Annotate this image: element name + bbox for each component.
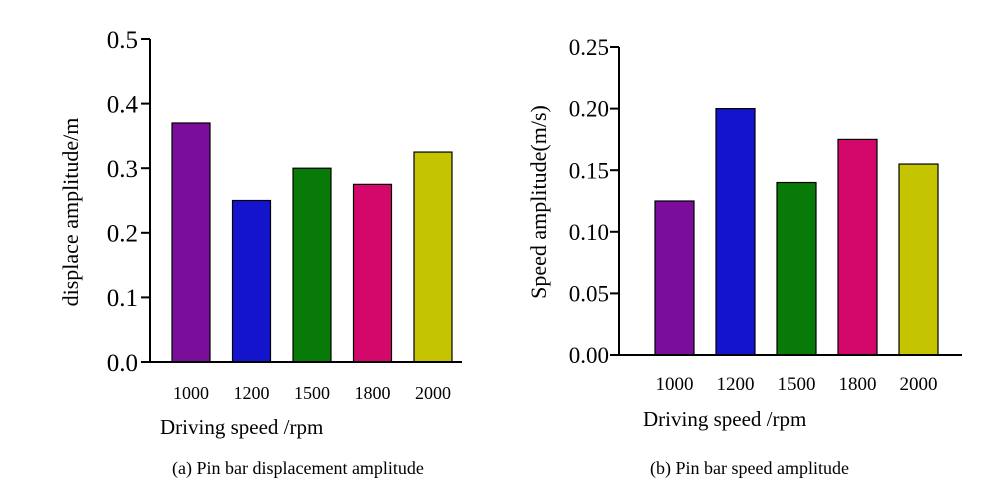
y-axis-label-b: Speed amplitude(m/s): [526, 105, 551, 299]
y-tick-label-b-4: 0.20: [569, 97, 609, 122]
y-tick-label-b-5: 0.25: [569, 35, 609, 60]
caption-a: (a) Pin bar displacement amplitude: [172, 458, 424, 478]
displacement-chart: 1000 1200 1500 1800 2000 0.0 0.1 0.2 0.3 0.4 0.5 Dr…: [58, 27, 462, 439]
y-tick-label-b-3: 0.15: [569, 158, 609, 183]
y-tick-label-b-1: 0.05: [569, 281, 609, 306]
x-tick-label-b-1000: 1000: [656, 374, 694, 395]
x-tick-label-b-1800: 1800: [839, 374, 877, 395]
bar-a-1200: [231, 199, 272, 363]
x-tick-label-a-1200: 1200: [234, 383, 270, 403]
y-tick-label-a-5: 0.5: [107, 27, 138, 54]
bar-a-1500: [292, 167, 332, 363]
y-tick-label-a-1: 0.1: [107, 285, 138, 312]
x-axis-label-b: Driving speed /rpm: [643, 407, 806, 431]
bar-a-1800: [352, 183, 393, 363]
x-tick-label-b-1500: 1500: [778, 374, 816, 395]
bar-b-1500: [776, 181, 817, 356]
x-tick-label-a-2000: 2000: [415, 383, 451, 403]
y-axis-label-a: displace amplitude/m: [58, 118, 83, 307]
x-tick-label-a-1000: 1000: [173, 383, 209, 403]
y-tick-label-a-3: 0.3: [107, 156, 138, 183]
bar-b-2000: [898, 163, 939, 356]
speed-chart: 1000 1200 1500 1800 2000 0.00 0.05 0.10 0.15 0.20…: [526, 35, 962, 431]
x-tick-label-a-1500: 1500: [294, 383, 330, 403]
y-tick-label-b-0: 0.00: [569, 343, 609, 368]
caption-b: (b) Pin bar speed amplitude: [650, 458, 849, 478]
bar-b-1200: [715, 107, 756, 356]
x-axis-label-a: Driving speed /rpm: [160, 415, 323, 439]
x-tick-label-b-2000: 2000: [900, 374, 938, 395]
bar-a-2000: [413, 151, 453, 363]
bar-b-1800: [837, 138, 878, 356]
y-tick-label-b-2: 0.10: [569, 220, 609, 245]
bar-b-1000: [654, 200, 695, 356]
y-tick-label-a-0: 0.0: [107, 350, 138, 377]
x-tick-label-b-1200: 1200: [717, 374, 755, 395]
chart-panel-a: 1000 1200 1500 1800 2000 0.0 0.1 0.2 0.3 0.4 0.5 Dr…: [0, 0, 497, 491]
chart-panel-b: 1000 1200 1500 1800 2000 0.00 0.05 0.10 0.15 0.20…: [497, 0, 995, 491]
x-tick-label-a-1800: 1800: [355, 383, 391, 403]
y-tick-label-a-4: 0.4: [107, 91, 139, 118]
y-tick-label-a-2: 0.2: [107, 221, 138, 248]
bar-a-1000: [171, 122, 211, 363]
